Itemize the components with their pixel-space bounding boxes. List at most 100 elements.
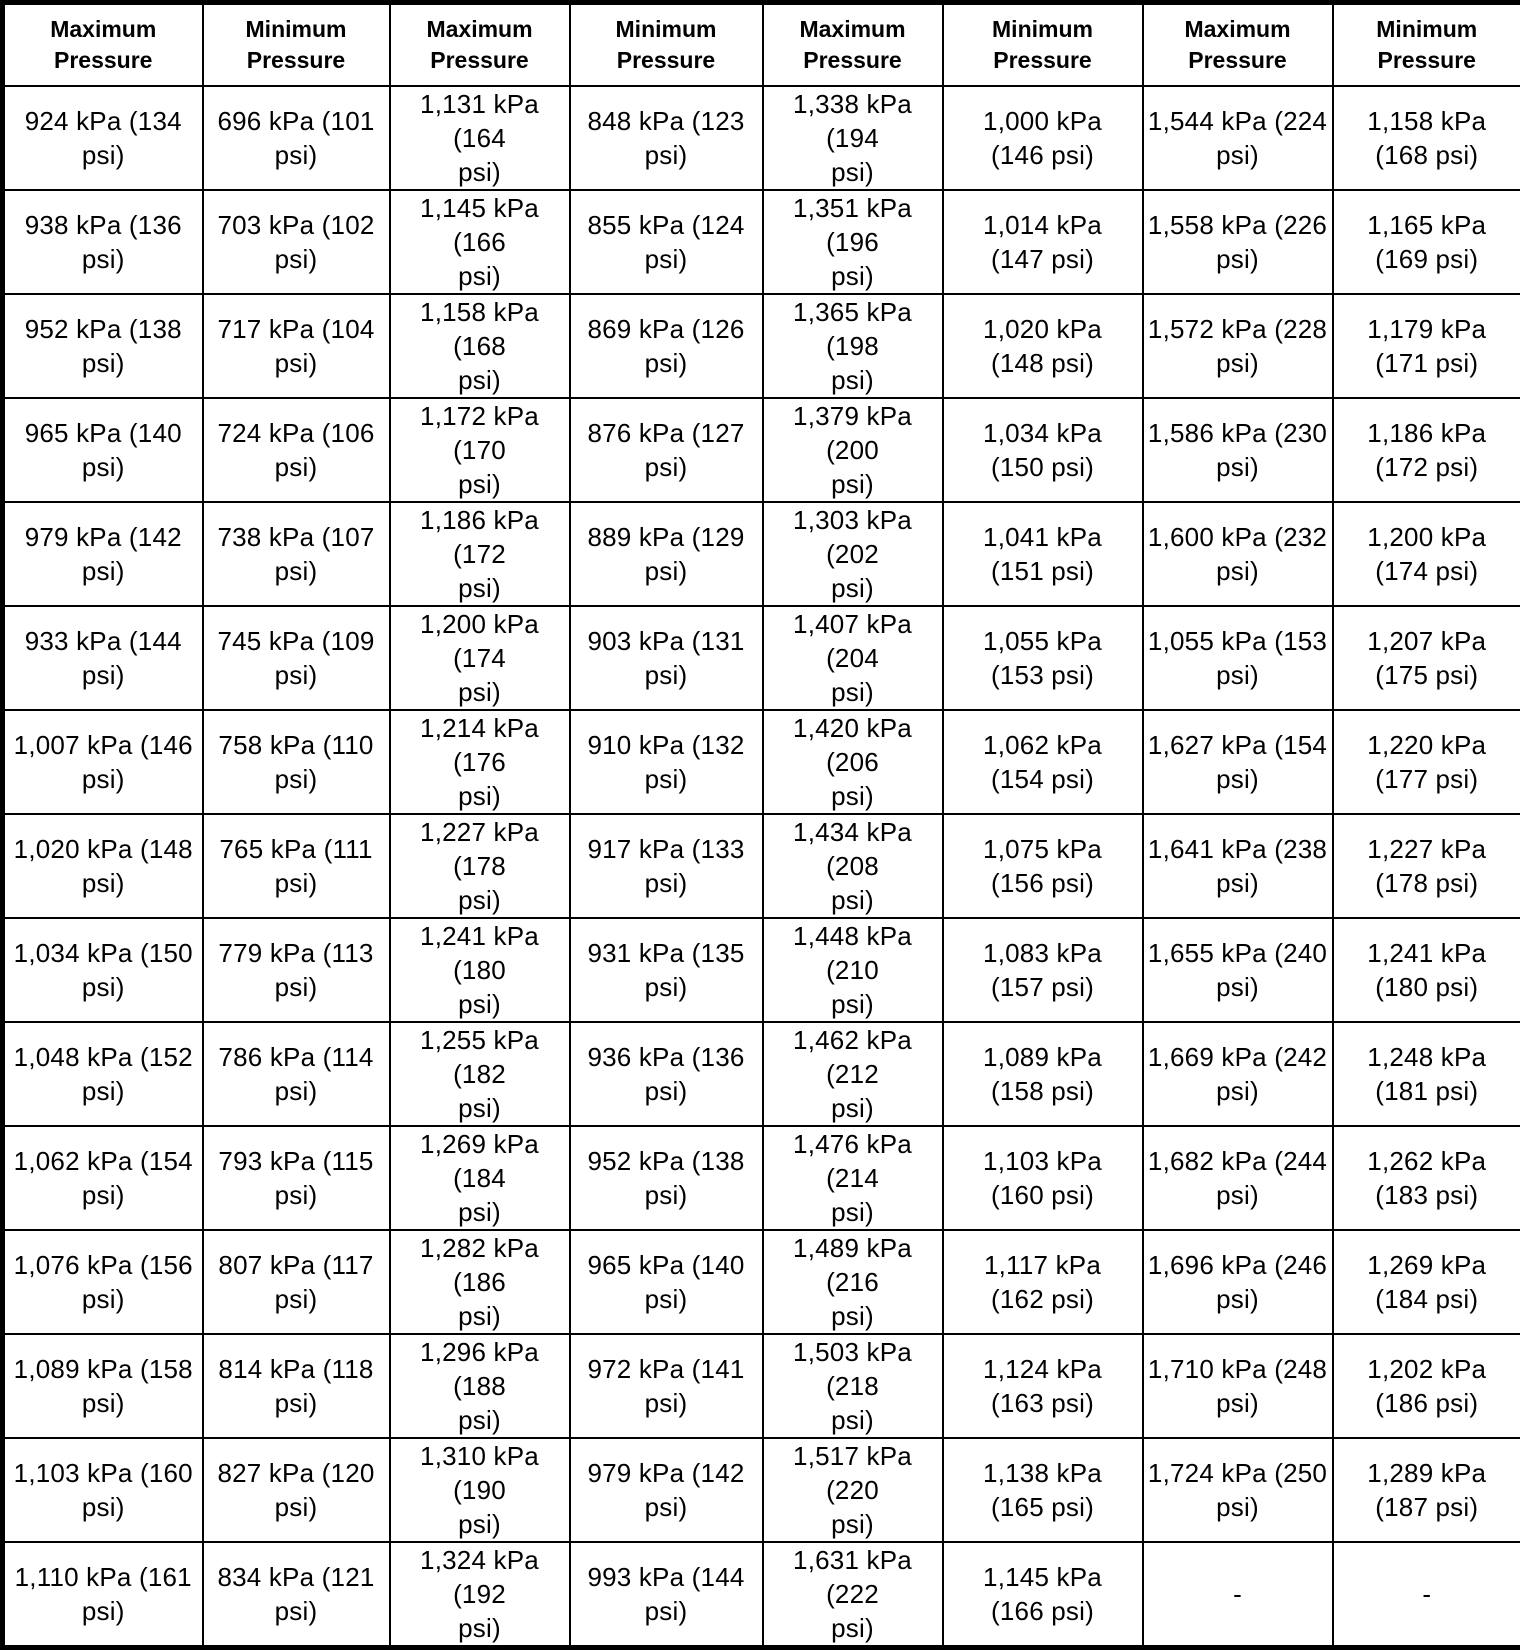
table-cell: 965 kPa (140 psi) xyxy=(570,1230,763,1334)
table-cell: 910 kPa (132 psi) xyxy=(570,710,763,814)
table-cell: 814 kPa (118 psi) xyxy=(203,1334,390,1438)
table-cell: 1,089 kPa (158 psi) xyxy=(943,1022,1143,1126)
header-cell-col4: Minimum Pressure xyxy=(570,3,763,87)
table-cell: 1,165 kPa (169 psi) xyxy=(1333,190,1520,294)
table-cell: 703 kPa (102 psi) xyxy=(203,190,390,294)
table-cell: 1,220 kPa (177 psi) xyxy=(1333,710,1520,814)
table-cell: 1,696 kPa (246 psi) xyxy=(1143,1230,1333,1334)
table-cell: 1,041 kPa (151 psi) xyxy=(943,502,1143,606)
table-cell: 1,145 kPa (166 psi) xyxy=(943,1542,1143,1648)
table-cell: 1,434 kPa (208 psi) xyxy=(763,814,943,918)
table-cell: 889 kPa (129 psi) xyxy=(570,502,763,606)
table-cell: 1,420 kPa (206 psi) xyxy=(763,710,943,814)
table-cell: 1,710 kPa (248 psi) xyxy=(1143,1334,1333,1438)
header-cell-col1: Maximum Pressure xyxy=(3,3,203,87)
table-cell: 938 kPa (136 psi) xyxy=(3,190,203,294)
table-row: 1,062 kPa (154 psi)793 kPa (115 psi)1,26… xyxy=(3,1126,1520,1230)
table-cell: 1,020 kPa (148 psi) xyxy=(3,814,203,918)
table-cell: 758 kPa (110 psi) xyxy=(203,710,390,814)
table-cell: 855 kPa (124 psi) xyxy=(570,190,763,294)
table-row: 924 kPa (134 psi)696 kPa (101 psi)1,131 … xyxy=(3,86,1520,190)
table-row: 952 kPa (138 psi)717 kPa (104 psi)1,158 … xyxy=(3,294,1520,398)
table-cell: 936 kPa (136 psi) xyxy=(570,1022,763,1126)
table-cell: 1,186 kPa (172 psi) xyxy=(390,502,570,606)
table-cell: 793 kPa (115 psi) xyxy=(203,1126,390,1230)
table-cell: 1,544 kPa (224 psi) xyxy=(1143,86,1333,190)
table-cell: 1,076 kPa (156 psi) xyxy=(3,1230,203,1334)
table-cell: 1,117 kPa (162 psi) xyxy=(943,1230,1143,1334)
table-cell: 1,179 kPa (171 psi) xyxy=(1333,294,1520,398)
table-cell: 724 kPa (106 psi) xyxy=(203,398,390,502)
table-cell: 931 kPa (135 psi) xyxy=(570,918,763,1022)
table-cell: 1,248 kPa (181 psi) xyxy=(1333,1022,1520,1126)
table-cell: 1,269 kPa (184 psi) xyxy=(390,1126,570,1230)
table-cell: 1,124 kPa (163 psi) xyxy=(943,1334,1143,1438)
header-cell-col2: Minimum Pressure xyxy=(203,3,390,87)
table-cell: 807 kPa (117 psi) xyxy=(203,1230,390,1334)
table-cell: 1,289 kPa (187 psi) xyxy=(1333,1438,1520,1542)
header-cell-col6: Minimum Pressure xyxy=(943,3,1143,87)
table-row: 1,076 kPa (156 psi)807 kPa (117 psi)1,28… xyxy=(3,1230,1520,1334)
table-cell: 1,241 kPa (180 psi) xyxy=(390,918,570,1022)
table-row: 933 kPa (144 psi)745 kPa (109 psi)1,200 … xyxy=(3,606,1520,710)
table-cell: 717 kPa (104 psi) xyxy=(203,294,390,398)
table-cell: 1,083 kPa (157 psi) xyxy=(943,918,1143,1022)
table-cell: 1,586 kPa (230 psi) xyxy=(1143,398,1333,502)
table-cell: 917 kPa (133 psi) xyxy=(570,814,763,918)
table-cell: 738 kPa (107 psi) xyxy=(203,502,390,606)
table-row: 1,103 kPa (160 psi)827 kPa (120 psi)1,31… xyxy=(3,1438,1520,1542)
table-cell: 876 kPa (127 psi) xyxy=(570,398,763,502)
table-cell: 1,007 kPa (146 psi) xyxy=(3,710,203,814)
table-cell: 1,241 kPa (180 psi) xyxy=(1333,918,1520,1022)
table-cell: - xyxy=(1333,1542,1520,1648)
header-cell-col3: Maximum Pressure xyxy=(390,3,570,87)
header-cell-col8: Minimum Pressure xyxy=(1333,3,1520,87)
table-cell: 1,214 kPa (176 psi) xyxy=(390,710,570,814)
table-cell: 952 kPa (138 psi) xyxy=(570,1126,763,1230)
table-body: 924 kPa (134 psi)696 kPa (101 psi)1,131 … xyxy=(3,86,1520,1648)
table-cell: 1,131 kPa (164 psi) xyxy=(390,86,570,190)
table-cell: 786 kPa (114 psi) xyxy=(203,1022,390,1126)
table-cell: 765 kPa (111 psi) xyxy=(203,814,390,918)
table-cell: 1,655 kPa (240 psi) xyxy=(1143,918,1333,1022)
table-cell: 1,158 kPa (168 psi) xyxy=(390,294,570,398)
table-cell: 1,600 kPa (232 psi) xyxy=(1143,502,1333,606)
table-row: 979 kPa (142 psi)738 kPa (107 psi)1,186 … xyxy=(3,502,1520,606)
table-cell: 979 kPa (142 psi) xyxy=(3,502,203,606)
table-cell: 1,310 kPa (190 psi) xyxy=(390,1438,570,1542)
table-cell: 1,462 kPa (212 psi) xyxy=(763,1022,943,1126)
table-cell: 1,669 kPa (242 psi) xyxy=(1143,1022,1333,1126)
table-cell: 1,448 kPa (210 psi) xyxy=(763,918,943,1022)
table-row: 938 kPa (136 psi)703 kPa (102 psi)1,145 … xyxy=(3,190,1520,294)
table-cell: 1,338 kPa (194 psi) xyxy=(763,86,943,190)
table-cell: 1,062 kPa (154 psi) xyxy=(3,1126,203,1230)
table-cell: 1,172 kPa (170 psi) xyxy=(390,398,570,502)
table-cell: 1,158 kPa (168 psi) xyxy=(1333,86,1520,190)
table-row: 1,110 kPa (161 psi)834 kPa (121 psi)1,32… xyxy=(3,1542,1520,1648)
table-cell: 965 kPa (140 psi) xyxy=(3,398,203,502)
table-cell: 1,200 kPa (174 psi) xyxy=(390,606,570,710)
table-cell: 1,476 kPa (214 psi) xyxy=(763,1126,943,1230)
table-cell: 1,379 kPa (200 psi) xyxy=(763,398,943,502)
table-cell: 933 kPa (144 psi) xyxy=(3,606,203,710)
header-cell-col7: Maximum Pressure xyxy=(1143,3,1333,87)
table-cell: 779 kPa (113 psi) xyxy=(203,918,390,1022)
table-cell: 1,000 kPa (146 psi) xyxy=(943,86,1143,190)
table-cell: 1,682 kPa (244 psi) xyxy=(1143,1126,1333,1230)
table-cell: 1,055 kPa (153 psi) xyxy=(943,606,1143,710)
table-row: 1,020 kPa (148 psi)765 kPa (111 psi)1,22… xyxy=(3,814,1520,918)
table-cell: 1,489 kPa (216 psi) xyxy=(763,1230,943,1334)
table-cell: 696 kPa (101 psi) xyxy=(203,86,390,190)
table-row: 1,089 kPa (158 psi)814 kPa (118 psi)1,29… xyxy=(3,1334,1520,1438)
table-cell: 1,407 kPa (204 psi) xyxy=(763,606,943,710)
table-cell: 1,627 kPa (154 psi) xyxy=(1143,710,1333,814)
table-cell: 972 kPa (141 psi) xyxy=(570,1334,763,1438)
table-cell: 1,110 kPa (161 psi) xyxy=(3,1542,203,1648)
table-cell: 1,075 kPa (156 psi) xyxy=(943,814,1143,918)
table-cell: 1,572 kPa (228 psi) xyxy=(1143,294,1333,398)
table-cell: 1,089 kPa (158 psi) xyxy=(3,1334,203,1438)
table-cell: 1,227 kPa (178 psi) xyxy=(390,814,570,918)
table-cell: 1,365 kPa (198 psi) xyxy=(763,294,943,398)
